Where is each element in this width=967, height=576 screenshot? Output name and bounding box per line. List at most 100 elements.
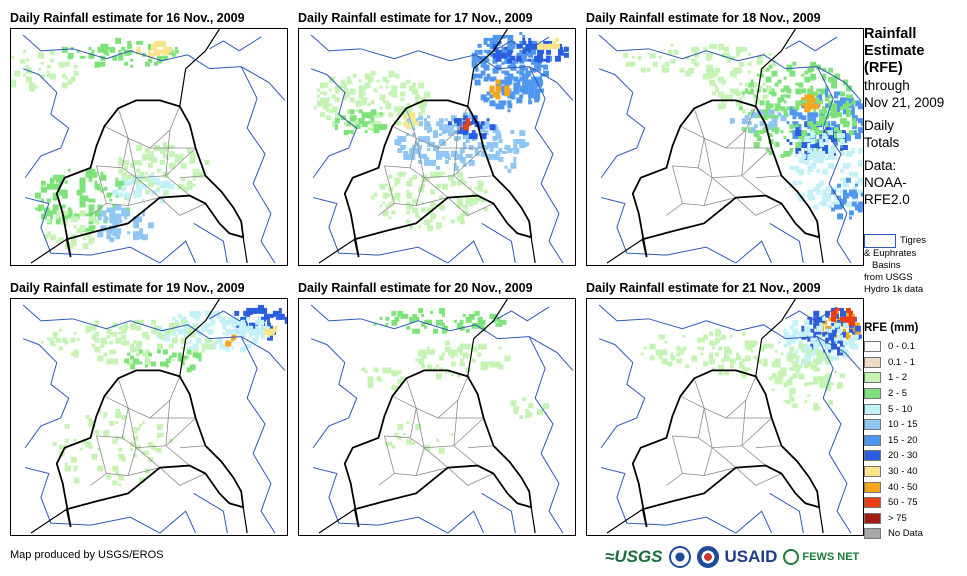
rainfall-cell	[715, 337, 721, 343]
rainfall-cell	[376, 79, 380, 83]
rainfall-cell	[207, 343, 214, 350]
rainfall-cell	[557, 49, 564, 56]
province-boundary	[711, 175, 766, 198]
rainfall-cell	[388, 216, 392, 220]
rainfall-cell	[148, 52, 154, 59]
rainfall-cell	[61, 204, 66, 209]
rainfall-cell	[139, 361, 143, 365]
rainfall-cell	[418, 136, 425, 143]
rainfall-cell	[192, 183, 196, 187]
rainfall-cell	[661, 67, 667, 73]
rainfall-cell	[367, 103, 371, 107]
rainfall-cell	[673, 49, 679, 55]
rainfall-cell	[492, 142, 499, 148]
rainfall-cell	[831, 322, 838, 329]
rainfall-cell	[352, 91, 356, 95]
rainfall-cell	[801, 88, 807, 94]
rainfall-cell	[94, 180, 98, 184]
rainfall-cell	[857, 118, 863, 124]
rainfall-cell	[848, 316, 853, 321]
rainfall-cell	[825, 334, 829, 338]
rainfall-cell	[741, 109, 746, 114]
rainfall-cell	[376, 124, 380, 128]
rainfall-cell	[453, 121, 460, 128]
rainfall-cell	[715, 352, 720, 357]
rainfall-cell	[136, 192, 142, 198]
rainfall-cell	[486, 97, 490, 101]
description-title-line: (RFE)	[864, 60, 903, 76]
rainfall-cell	[837, 204, 843, 210]
rainfall-cell	[843, 189, 847, 194]
rainfall-cell	[186, 367, 192, 373]
rainfall-cell	[231, 319, 238, 326]
rainfall-cell	[370, 118, 375, 123]
rainfall-cell	[724, 355, 730, 362]
rainfall-cell	[792, 115, 797, 120]
rainfall-cell	[798, 171, 803, 176]
rainfall-cell	[258, 307, 265, 314]
rainfall-cell	[67, 79, 72, 84]
rainfall-cell	[480, 121, 485, 126]
rainfall-cell	[765, 124, 770, 129]
rainfall-cell	[783, 136, 787, 140]
rainfall-cell	[738, 97, 743, 102]
rainfall-cell	[741, 367, 748, 374]
rainfall-cell	[792, 180, 798, 186]
rainfall-cell	[504, 46, 511, 53]
rainfall-cell	[156, 349, 161, 354]
rainfall-cell	[471, 322, 478, 329]
rainfall-cell	[486, 91, 491, 96]
rainfall-cell	[519, 94, 524, 99]
rainfall-cell	[450, 373, 454, 377]
rainfall-cell	[409, 316, 416, 323]
rainfall-cell	[807, 67, 813, 73]
rainfall-cell	[822, 109, 828, 115]
rainfall-cell	[845, 109, 851, 115]
rainfall-cell	[450, 355, 454, 359]
rainfall-cell	[504, 34, 508, 38]
rainfall-cell	[159, 198, 165, 204]
rainfall-cell	[792, 403, 798, 409]
rainfall-cell	[49, 73, 56, 80]
rainfall-cell	[825, 156, 829, 160]
rainfall-cell	[433, 159, 437, 163]
rainfall-cell	[854, 334, 859, 339]
map-description: Rainfall Estimate (RFE) through Nov 21, …	[864, 26, 964, 208]
rainfall-cell	[109, 237, 115, 243]
fews-net-label: FEWS NET	[802, 551, 860, 563]
rainfall-cell	[747, 121, 752, 126]
rainfall-cell	[848, 210, 854, 216]
rainfall-cell	[851, 343, 858, 350]
rainfall-cell	[813, 91, 819, 97]
rainfall-cell	[828, 334, 835, 341]
basin-boundary	[209, 36, 262, 52]
rainfall-cell	[40, 180, 46, 186]
rainfall-cell	[133, 325, 138, 330]
rainfall-cell	[465, 121, 471, 127]
rainfall-cell	[804, 343, 809, 348]
rainfall-cell	[459, 216, 464, 221]
basin-boundary	[785, 36, 838, 52]
rainfall-cell	[370, 70, 376, 76]
basin-boundary	[24, 197, 161, 264]
rainfall-cell	[385, 322, 389, 326]
rainfall-cell	[804, 159, 810, 165]
rainfall-cell	[468, 115, 473, 120]
rainfall-cell	[848, 171, 852, 175]
rainfall-cell	[40, 198, 44, 202]
rainfall-cell	[186, 328, 193, 335]
basin-boundary	[312, 467, 449, 534]
rainfall-cell	[150, 444, 156, 450]
rainfall-cell	[774, 82, 779, 87]
rainfall-cell	[756, 58, 763, 65]
rainfall-cell	[240, 319, 246, 325]
rainfall-cell	[427, 225, 434, 232]
rainfall-cell	[358, 109, 363, 114]
rainfall-cell	[474, 67, 479, 72]
rainfall-cell	[483, 145, 489, 150]
rainfall-cell	[406, 79, 411, 84]
rainfall-cell	[825, 103, 831, 109]
rainfall-cell	[403, 115, 408, 120]
rainfall-cell	[219, 340, 223, 344]
rainfall-cell	[857, 127, 863, 134]
